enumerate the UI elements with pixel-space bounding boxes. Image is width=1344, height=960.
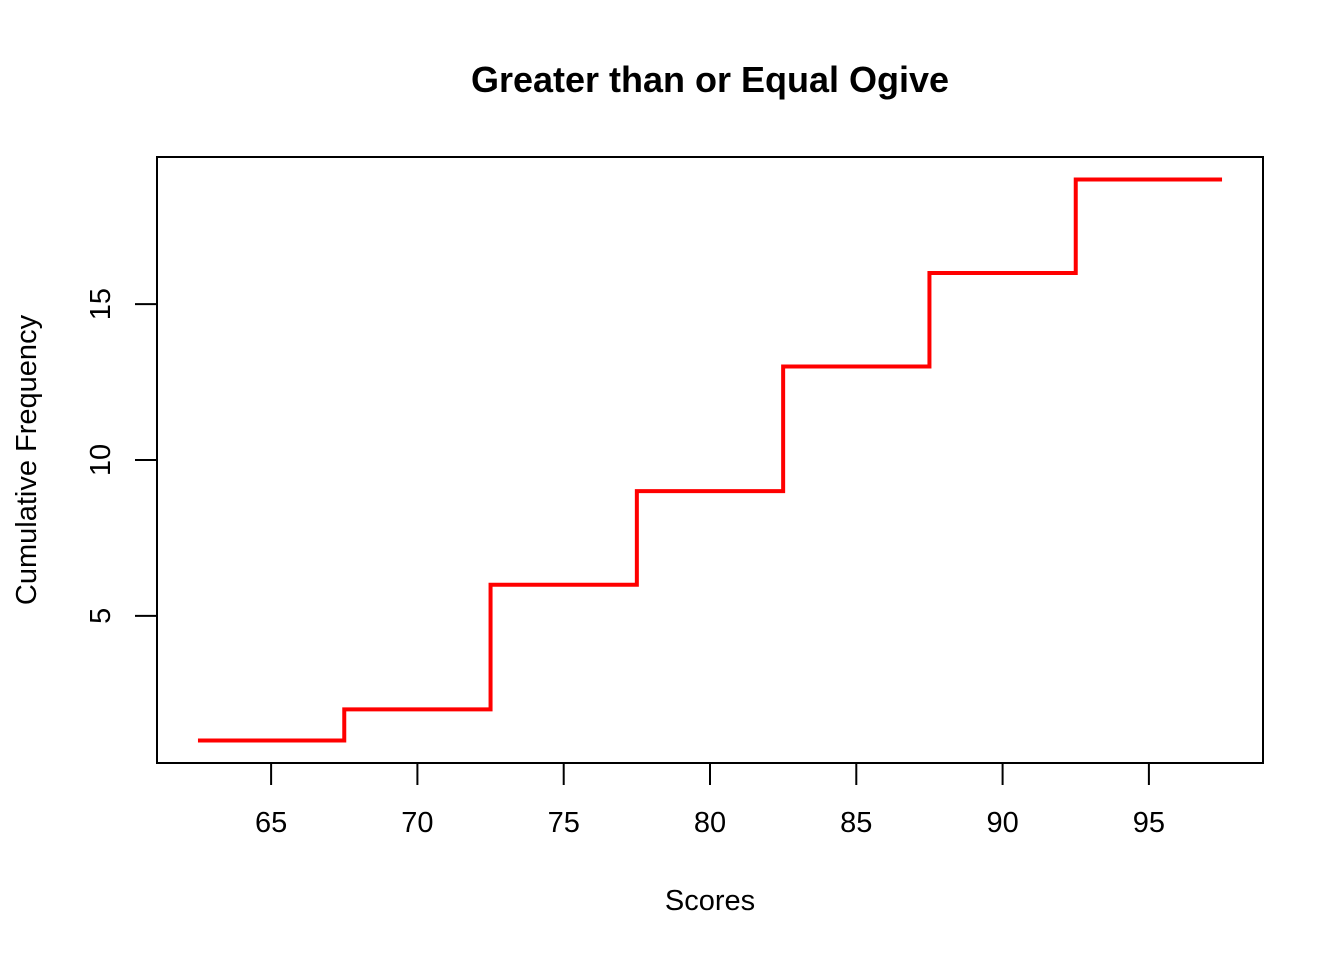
y-tick-label: 10: [85, 444, 117, 476]
plot-frame: [156, 156, 1264, 764]
y-tick-label: 5: [85, 608, 117, 624]
y-axis: 5 10 15: [85, 288, 158, 624]
chart-title: Greater than or Equal Ogive: [471, 59, 949, 100]
x-axis-label: Scores: [665, 885, 755, 917]
x-tick-label: 70: [401, 807, 433, 839]
x-tick-label: 90: [986, 807, 1018, 839]
x-tick-label: 95: [1133, 807, 1165, 839]
x-tick-label: 65: [255, 807, 287, 839]
x-tick-label: 85: [840, 807, 872, 839]
y-tick-label: 15: [85, 288, 117, 320]
x-tick-label: 80: [694, 807, 726, 839]
x-axis: 65 70 75 80 85 90 95: [255, 762, 1165, 839]
x-tick-label: 75: [548, 807, 580, 839]
y-axis-label: Cumulative Frequency: [11, 314, 43, 605]
ogive-step-line: [197, 177, 1223, 743]
series-layer: [197, 177, 1223, 743]
